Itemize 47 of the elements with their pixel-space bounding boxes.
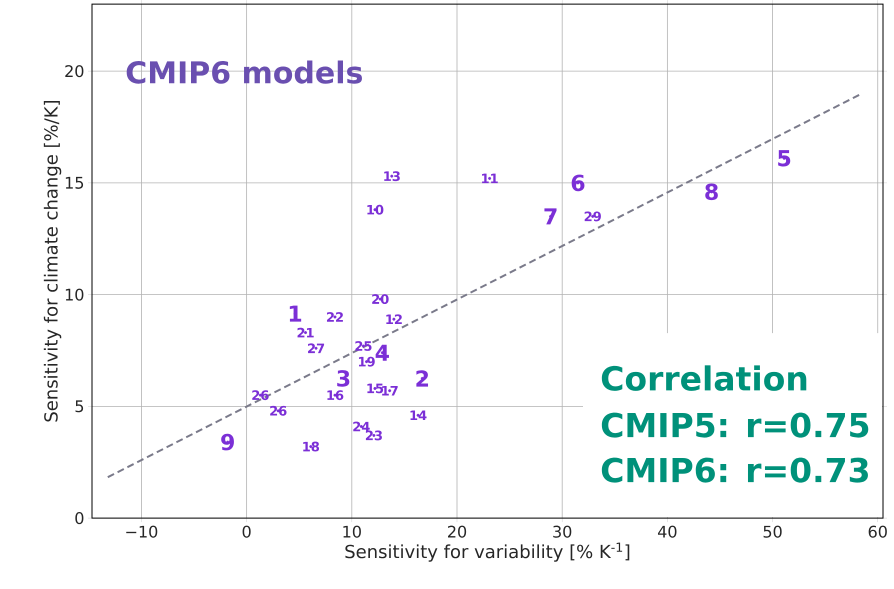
x-tick-label: 30 xyxy=(553,526,572,538)
annotation: 11 xyxy=(482,174,498,184)
y-tick-label: 0 xyxy=(75,512,84,524)
annotation: CMIP5: r=0.75 xyxy=(602,412,868,438)
annotation: 12 xyxy=(386,314,402,324)
annotation: 16 xyxy=(327,390,344,400)
y-tick-label: 10 xyxy=(66,288,84,301)
annotation: 13 xyxy=(384,171,400,182)
x-tick-label: 10 xyxy=(343,526,361,538)
x-tick-label: 40 xyxy=(658,526,676,538)
annotation: 20 xyxy=(372,294,389,304)
y-axis-title: Sensitivity for climate change [%/K] xyxy=(44,100,62,422)
annotation: 29 xyxy=(584,211,601,222)
annotation: 5 xyxy=(778,150,790,166)
annotation: 8 xyxy=(705,183,718,200)
annotation: 21 xyxy=(298,328,314,338)
annotation: 26 xyxy=(270,406,287,416)
annotation: 10 xyxy=(367,204,384,215)
y-tick-label: 15 xyxy=(66,176,84,189)
annotation: 25 xyxy=(355,341,372,351)
annotation: 7 xyxy=(544,208,557,224)
annotation: 4 xyxy=(376,344,389,361)
annotation: 23 xyxy=(366,430,382,440)
y-tick-label: 20 xyxy=(65,65,84,78)
y-tick-label: 5 xyxy=(76,400,84,412)
x-axis-title: Sensitivity for variability [% K$^{-1}$] xyxy=(345,542,630,562)
annotation: 6 xyxy=(572,174,584,192)
annotation: 15 xyxy=(367,384,384,394)
annotation: CMIP6 models xyxy=(126,60,362,84)
annotation: 14 xyxy=(410,410,427,420)
x-tick-label: 50 xyxy=(764,526,782,538)
annotation: 2 xyxy=(416,370,428,387)
x-tick-label: 60 xyxy=(868,526,887,538)
annotation: Correlation xyxy=(602,365,806,391)
x-tick-label: 0 xyxy=(242,526,251,538)
annotation: 1 xyxy=(290,306,302,322)
annotation: 19 xyxy=(358,356,375,367)
annotation: 24 xyxy=(353,422,370,432)
annotation: 22 xyxy=(326,312,343,322)
annotation: 18 xyxy=(303,442,320,452)
annotation: 27 xyxy=(308,343,324,354)
annotation: 3 xyxy=(337,370,350,387)
x-tick-label: 20 xyxy=(448,526,466,538)
annotation: CMIP6: r=0.73 xyxy=(602,458,868,483)
annotation: 9 xyxy=(221,434,234,450)
x-tick-label: −10 xyxy=(126,526,158,538)
annotation: 17 xyxy=(382,386,398,396)
